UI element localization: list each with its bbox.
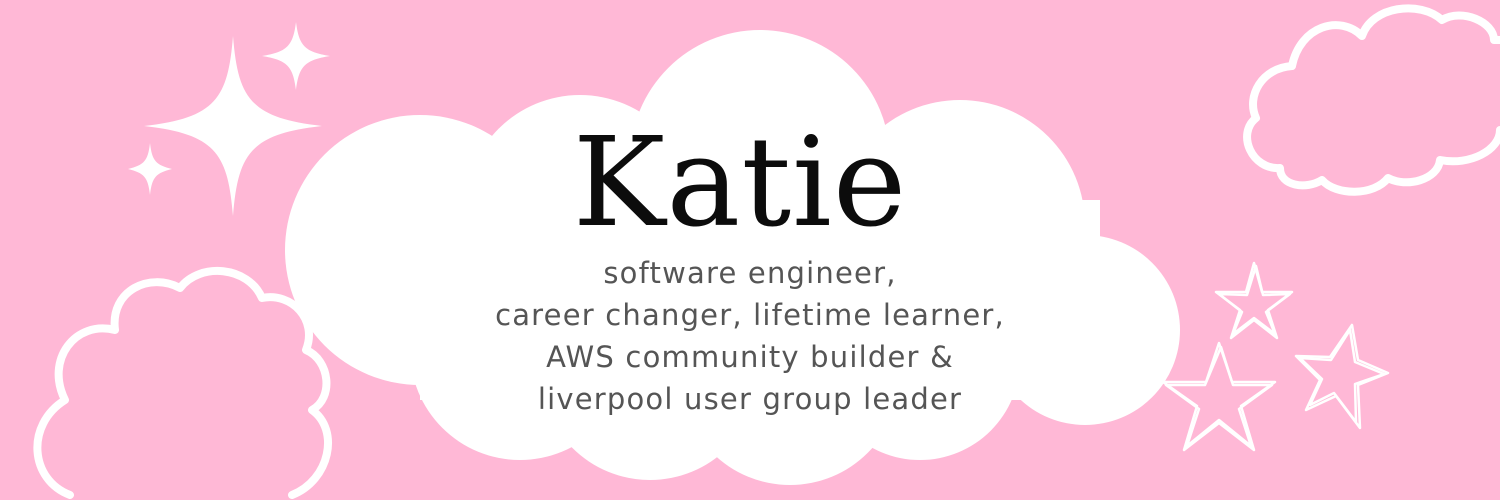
cloud-outline-icon — [33, 266, 332, 499]
profile-name: Katie — [572, 111, 908, 255]
tagline: software engineer, career changer, lifet… — [400, 252, 1100, 420]
central-cloud-icon — [285, 30, 1180, 485]
hand-drawn-star-icon — [1161, 341, 1277, 452]
hand-drawn-star-icon — [1214, 261, 1294, 340]
cloud-outline-icon — [1243, 4, 1500, 196]
hand-drawn-star-icon — [1294, 323, 1390, 430]
tagline-line: software engineer, — [603, 256, 897, 290]
tagline-line: career changer, lifetime learner, — [495, 298, 1005, 332]
sparkle-icon — [128, 22, 330, 216]
tagline-line: AWS community builder & — [546, 340, 954, 374]
tagline-line: liverpool user group leader — [537, 382, 963, 416]
